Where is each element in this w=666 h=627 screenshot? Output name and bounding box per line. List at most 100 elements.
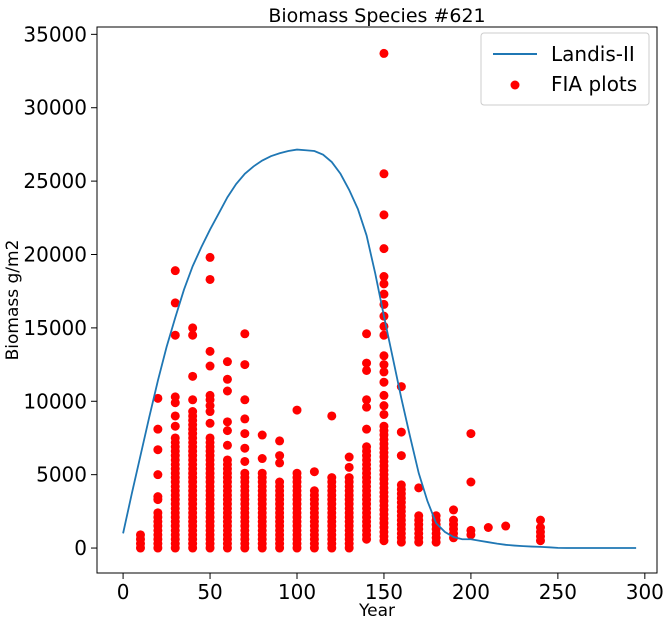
chart-title: Biomass Species #621 [268,5,485,27]
fia-point [240,468,250,478]
x-tick-label: 250 [539,580,577,604]
fia-point [153,508,163,518]
fia-point [222,440,232,450]
y-tick-label: 5000 [36,463,87,487]
fia-point [222,386,232,396]
fia-point [362,424,372,434]
fia-point [275,458,285,468]
fia-point [379,272,389,282]
y-tick-label: 30000 [23,96,87,120]
fia-point [483,523,493,532]
fia-point [535,515,545,525]
fia-point [205,433,215,443]
fia-point [240,329,250,339]
fia-point [362,365,372,375]
legend-line-label: Landis-II [551,42,635,66]
fia-point [449,515,459,525]
fia-point [344,452,354,462]
fia-point [275,477,285,487]
fia-point [344,462,354,472]
fia-point [222,426,232,436]
fia-point [257,430,267,440]
legend-dot-swatch [510,80,520,90]
y-axis-label: Biomass g/m2 [3,240,23,361]
landis-ii-line [122,148,637,549]
plot-frame [96,26,658,574]
fia-plots-points [135,48,545,553]
fia-point [379,360,389,370]
fia-point [362,329,372,339]
fia-point [275,436,285,446]
fia-point [188,407,198,417]
fia-point [379,169,389,179]
y-tick-label: 25000 [23,169,87,193]
fia-point [222,374,232,384]
fia-point [466,477,476,487]
fia-point [205,390,215,400]
fia-point [327,473,337,483]
x-tick-label: 300 [626,580,664,604]
fia-point [466,429,476,439]
fia-point [275,451,285,461]
fia-point [170,433,180,443]
fia-point [362,395,372,405]
fia-point [379,351,389,361]
fia-point [170,411,180,421]
fia-point [379,48,389,58]
fia-point [379,289,389,299]
fia-point [379,210,389,220]
fia-point [170,266,180,276]
fia-point [379,390,389,400]
fia-point [379,330,389,340]
fia-point [135,530,145,540]
fia-point [170,421,180,431]
y-tick-label: 0 [74,536,87,560]
fia-point [292,405,302,415]
x-axis-label: Year [358,601,395,621]
fia-point [240,414,250,424]
x-tick-label: 100 [278,580,316,604]
fia-point [379,377,389,387]
fia-point [153,393,163,403]
fia-point [188,330,198,340]
fia-point [379,367,389,377]
fia-point [379,409,389,419]
fia-point [153,470,163,480]
x-tick-label: 50 [197,580,222,604]
fia-point [535,523,545,532]
fia-point [309,486,319,496]
fia-point [205,274,215,284]
fia-point [222,455,232,465]
fia-point [257,454,267,464]
fia-point [257,468,267,478]
fia-point [188,323,198,333]
legend: Landis-II FIA plots [480,32,650,106]
fia-point [327,411,337,421]
fia-point [240,395,250,405]
legend-box [480,32,650,106]
fia-point [240,456,250,466]
fia-point [205,252,215,262]
y-tick-label: 35000 [23,22,87,46]
fia-point [170,298,180,308]
fia-point [414,511,424,521]
fia-point [240,443,250,453]
fia-point [188,371,198,381]
fia-point [153,424,163,434]
legend-dot-label: FIA plots [551,72,637,96]
y-tick-label: 15000 [23,316,87,340]
fia-point [222,357,232,367]
fia-point [414,483,424,493]
fia-point [344,473,354,483]
fia-point [379,244,389,254]
fia-point [205,418,215,428]
x-tick-label: 150 [365,580,403,604]
fia-point [153,445,163,455]
fia-point [205,361,215,371]
fia-point [362,442,372,452]
fia-point [379,279,389,289]
fia-point [379,401,389,411]
fia-point [466,525,476,535]
fia-point [153,492,163,502]
